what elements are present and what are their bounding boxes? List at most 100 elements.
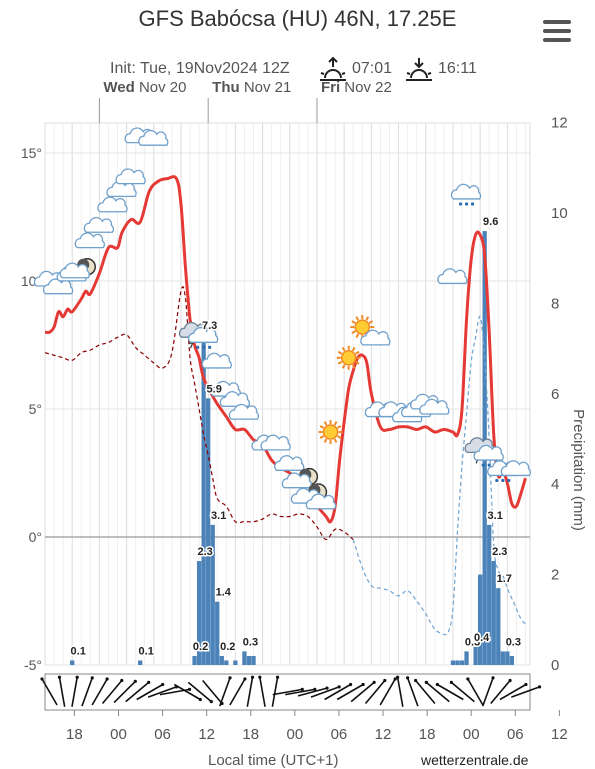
wind-arrow-tip: [209, 700, 213, 704]
wind-arrow-tip: [372, 680, 376, 684]
cloud-shape: [419, 398, 450, 415]
rain-drop: [458, 202, 463, 206]
rain-cloud-icon: [188, 327, 219, 349]
sun-ray: [351, 346, 356, 352]
sun-ray: [341, 364, 346, 369]
precip-label: 0.4: [474, 632, 490, 644]
precip-bar: [233, 660, 238, 665]
wind-arrow-tip: [396, 675, 400, 679]
rain-drop: [470, 202, 475, 206]
x-tick-label: 12: [375, 726, 392, 743]
wind-arrow-tip: [198, 697, 202, 702]
precip-label: 1.7: [497, 573, 512, 585]
precip-bar: [70, 660, 75, 665]
cloud-icon: [274, 455, 305, 471]
sun-ray: [336, 425, 342, 429]
wind-barb: [272, 688, 303, 696]
wind-barb: [350, 681, 375, 703]
dewpoint-line: [44, 286, 354, 541]
wind-barb: [113, 680, 136, 704]
wind-barb: [41, 678, 58, 706]
wind-arrow-tip: [435, 682, 439, 687]
wind-arrow-tip: [161, 682, 165, 687]
cloud-shape: [188, 327, 219, 343]
precip-bar: [210, 524, 215, 665]
wind-arrow-tip: [75, 675, 79, 679]
wind-barb: [450, 681, 475, 703]
precip-bar: [246, 655, 252, 665]
init-time: Init: Tue, 19Nov2024 12Z: [110, 60, 290, 77]
wind-barb: [467, 678, 484, 706]
sun-icon: [336, 345, 361, 370]
wind-arrow-tip: [383, 678, 387, 683]
y-tick-right: 10: [551, 205, 568, 222]
wind-arrow-tip: [524, 682, 528, 687]
sun-ray: [336, 435, 342, 439]
sun-ray: [337, 350, 343, 355]
wind-barb: [379, 678, 396, 706]
precip-label: 0.3: [506, 636, 521, 648]
precip-bar: [224, 660, 229, 665]
rain-drop: [202, 345, 206, 349]
wind-arrow-tip: [414, 678, 418, 683]
precip-bar: [464, 651, 469, 665]
day-label: Thu Nov 21: [212, 79, 291, 96]
precip-label: 0.3: [465, 636, 480, 648]
precip-bar: [215, 601, 220, 665]
sun-ray: [355, 360, 360, 365]
y-tick-left: 15°: [21, 145, 42, 161]
precip-bar: [196, 561, 202, 665]
y-tick-right: 8: [551, 295, 559, 312]
wind-arrow-tip: [491, 676, 495, 680]
y-tick-left: 5°: [29, 401, 42, 417]
hamburger-menu-icon[interactable]: [543, 20, 571, 42]
wind-arrow-tip: [90, 676, 94, 680]
precip-bar: [459, 660, 465, 665]
wind-barb: [499, 683, 527, 701]
cloud-icon: [228, 403, 260, 420]
wind-barb: [425, 681, 450, 703]
cloud-icon: [106, 181, 137, 198]
cloud-icon: [115, 168, 146, 185]
rain-drop: [464, 202, 469, 206]
cloud-shape: [138, 130, 169, 146]
wind-barb: [259, 677, 266, 707]
cloud-shape: [201, 352, 232, 369]
cloud-shape: [360, 329, 391, 346]
wind-arrow-tip: [537, 685, 542, 689]
wind-barb: [91, 678, 108, 706]
precip-label: 1.4: [216, 587, 232, 599]
rain-drop: [196, 345, 200, 349]
precip-bar: [219, 655, 224, 665]
wind-arrow-tip: [250, 675, 255, 679]
cloud-icon: [138, 130, 169, 146]
precip-bar: [251, 655, 256, 665]
cloud-shape: [281, 472, 313, 489]
x-tick-label: 06: [331, 726, 348, 743]
wind-barb: [415, 679, 436, 705]
rain-cloud-icon: [450, 183, 482, 206]
wind-arrow-tip: [348, 682, 353, 687]
sun-disc: [322, 424, 339, 440]
wind-arrow-tip: [243, 677, 247, 681]
sun-ray: [319, 435, 325, 439]
y-tick-right: 4: [551, 476, 559, 493]
precip-label: 9.6: [483, 216, 498, 228]
y-tick-left: -5°: [24, 657, 42, 673]
precip-label: 0.2: [220, 641, 235, 653]
precip-label: 0.2: [193, 641, 208, 653]
wind-barb: [285, 688, 315, 696]
x-tick-label: 18: [242, 726, 259, 743]
precip-bar: [473, 646, 478, 665]
x-tick-label: 12: [551, 726, 568, 743]
precip-label: 0.1: [139, 645, 154, 657]
wind-arrow-tip: [361, 682, 365, 687]
y-axis-label-right: Precipitation (mm): [570, 409, 587, 531]
wind-arrow-tip: [228, 676, 232, 680]
rain-drop: [507, 478, 511, 483]
cloud-shape: [274, 455, 305, 471]
cloud-shape: [228, 403, 260, 420]
y-tick-right: 6: [551, 386, 559, 403]
sun-ray: [351, 330, 356, 334]
